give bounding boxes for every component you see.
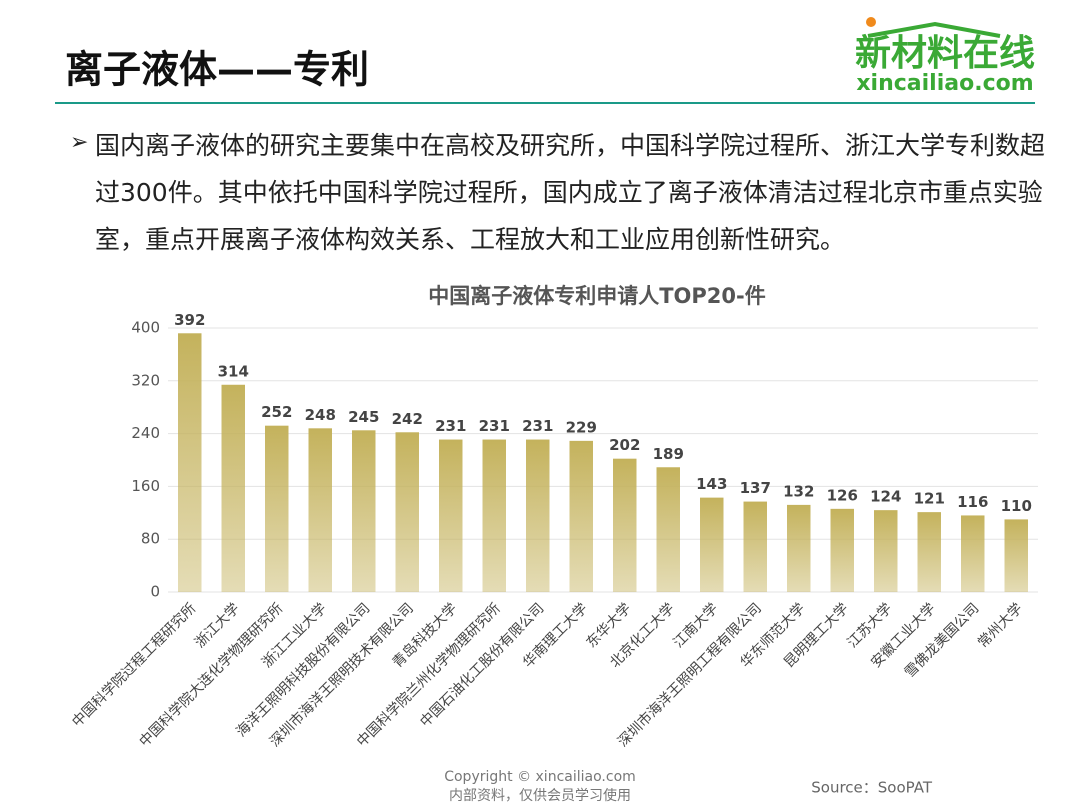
chart-title: 中国离子液体专利申请人TOP20-件 — [428, 284, 766, 308]
bar — [787, 504, 811, 592]
value-label: 242 — [392, 410, 423, 428]
slide-title: 离子液体——专利 — [65, 48, 369, 92]
bar — [1004, 519, 1028, 592]
x-tick-label: 常州大学 — [975, 600, 1026, 651]
logo-roof — [867, 21, 1001, 38]
value-label: 126 — [827, 486, 858, 504]
bar — [265, 425, 289, 592]
value-label: 132 — [783, 482, 814, 500]
value-label: 202 — [609, 436, 640, 454]
bar — [395, 432, 419, 592]
value-label: 110 — [1001, 497, 1032, 515]
y-tick-label: 0 — [150, 583, 160, 601]
source: Source：SooPAT — [811, 779, 933, 797]
y-tick-label: 160 — [131, 477, 160, 495]
value-label: 121 — [914, 490, 945, 508]
bar — [961, 515, 985, 592]
value-label: 231 — [479, 417, 510, 435]
value-label: 231 — [435, 417, 466, 435]
bar — [221, 384, 245, 592]
bullet-text: 国内离子液体的研究主要集中在高校及研究所，中国科学院过程所、浙江大学专利数超过3… — [95, 131, 1046, 254]
logo-url: xincailiao.com — [856, 71, 1033, 96]
bar — [743, 501, 767, 592]
bar — [308, 428, 332, 592]
value-label: 143 — [696, 475, 727, 493]
value-label: 229 — [566, 418, 597, 436]
bullet-marker: ➢ — [70, 130, 88, 155]
bar — [439, 439, 463, 592]
value-label: 231 — [522, 417, 553, 435]
y-tick-label: 320 — [131, 371, 160, 389]
y-tick-label: 80 — [141, 530, 160, 548]
value-label: 245 — [348, 408, 379, 426]
value-label: 252 — [261, 403, 292, 421]
bar — [613, 458, 637, 592]
value-label: 124 — [870, 488, 901, 506]
bar — [526, 439, 550, 592]
bar — [917, 512, 941, 592]
bar — [178, 333, 202, 592]
bar — [482, 439, 506, 592]
logo-name: 新材料在线 — [855, 33, 1035, 74]
bar — [569, 440, 593, 592]
internal-note: 内部资料，仅供会员学习使用 — [449, 787, 631, 804]
bar — [700, 497, 724, 592]
y-tick-label: 400 — [131, 319, 160, 337]
bar — [874, 510, 898, 592]
value-label: 392 — [174, 311, 205, 329]
bar — [830, 508, 854, 592]
value-label: 116 — [957, 493, 988, 511]
bar — [352, 430, 376, 592]
logo-dot — [866, 17, 876, 27]
value-label: 314 — [218, 362, 249, 380]
value-label: 137 — [740, 479, 771, 497]
value-label: 248 — [305, 406, 336, 424]
x-tick-label: 雪佛龙美国公司 — [902, 600, 983, 681]
bar — [656, 467, 680, 592]
value-label: 189 — [653, 445, 684, 463]
y-tick-label: 240 — [131, 424, 160, 442]
copyright: Copyright © xincailiao.com — [444, 769, 636, 785]
